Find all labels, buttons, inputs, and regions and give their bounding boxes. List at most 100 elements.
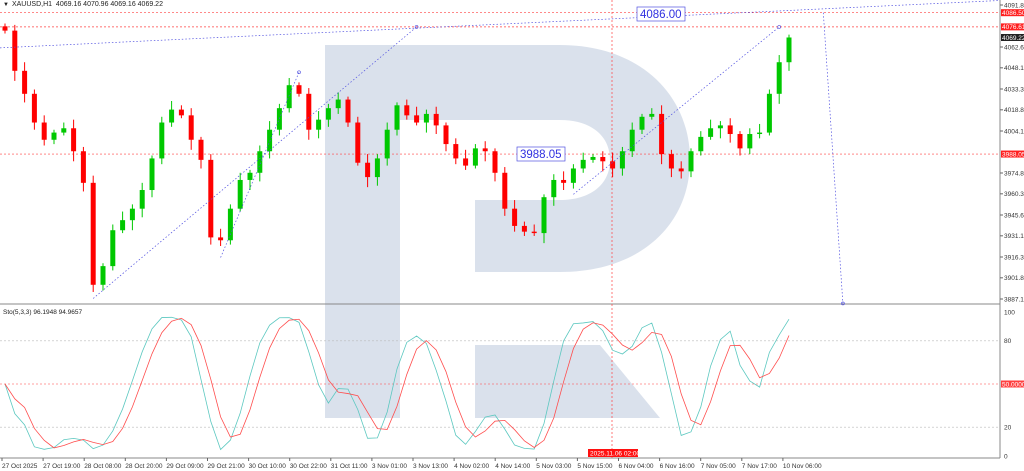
- bull-candle: [649, 113, 655, 117]
- stochastic-pane: [0, 316, 1000, 451]
- bear-candle: [443, 125, 449, 145]
- bear-candle: [306, 93, 312, 130]
- stoch-tick-label: 0: [1004, 453, 1008, 460]
- bull-candle: [227, 208, 233, 241]
- watermark-r-bowl: [325, 45, 690, 418]
- bull-candle: [286, 85, 292, 109]
- bull-candle: [757, 132, 763, 135]
- bear-candle: [355, 122, 361, 163]
- time-label: 29 Oct 21:00: [208, 463, 246, 470]
- annotation-3988-box: [516, 146, 566, 162]
- bear-candle: [12, 30, 18, 71]
- bull-candle: [639, 116, 645, 130]
- bear-candle: [737, 134, 743, 149]
- price-label: 4069.22: [1002, 35, 1024, 42]
- price-label: 4076.61: [1002, 24, 1024, 31]
- time-label: 6 Nov 04:00: [619, 463, 654, 470]
- bear-candle: [208, 159, 214, 238]
- bull-candle: [129, 208, 135, 221]
- trendline: [573, 26, 780, 195]
- stoch-tick-label: 80: [1004, 338, 1012, 345]
- bull-candle: [247, 172, 253, 180]
- bull-candle: [747, 134, 753, 149]
- time-label: 6 Nov 16:00: [660, 463, 695, 470]
- bear-candle: [188, 115, 194, 140]
- time-label: 27 Oct 19:00: [43, 463, 81, 470]
- bull-candle: [159, 122, 165, 159]
- bear-candle: [31, 93, 37, 123]
- bear-candle: [22, 70, 28, 94]
- bull-candle: [472, 148, 478, 166]
- price-tick-label: 4062.60: [1004, 44, 1024, 51]
- time-label: 4 Nov 14:00: [495, 463, 530, 470]
- time-label: 30 Oct 10:00: [249, 463, 287, 470]
- bull-candle: [766, 93, 772, 133]
- bear-candle: [80, 151, 86, 183]
- crosshair-time-bg: [588, 449, 638, 457]
- time-label: 7 Nov 17:00: [742, 463, 777, 470]
- bear-candle: [502, 172, 508, 209]
- bear-candle: [610, 161, 616, 169]
- bear-candle: [463, 158, 469, 166]
- price-tick-label: 4033.35: [1004, 86, 1024, 93]
- price-tick-label: 4091.85: [1004, 2, 1024, 9]
- bull-candle: [139, 190, 145, 209]
- trendline-anchor: [777, 25, 782, 29]
- time-label: 5 Nov 15:00: [577, 463, 612, 470]
- stoch-main-line: [4, 316, 790, 451]
- time-label: 27 Oct 2025: [2, 463, 38, 470]
- bull-candle: [708, 128, 714, 137]
- dropdown-triangle-icon[interactable]: ▼: [3, 2, 9, 8]
- time-label: 28 Oct 20:00: [125, 463, 163, 470]
- price-tick-label: 4018.85: [1004, 107, 1024, 114]
- bull-candle: [110, 230, 116, 267]
- bear-candle: [404, 105, 410, 116]
- bull-candle: [335, 99, 341, 109]
- stoch-level-label: 50.0000: [1002, 381, 1024, 388]
- bear-candle: [561, 179, 567, 183]
- bear-candle: [727, 125, 733, 135]
- bull-candle: [325, 108, 331, 120]
- bull-candle: [698, 136, 704, 152]
- bear-candle: [678, 168, 684, 172]
- stoch-tick-label: 100: [1004, 309, 1015, 316]
- time-label: 10 Nov 06:00: [783, 463, 822, 470]
- stoch-level-label-bg: [1001, 380, 1024, 388]
- crosshair-time-label: 2025.11.06 02:00: [590, 450, 641, 457]
- bull-candle: [580, 159, 586, 169]
- stoch-signal-line: [4, 317, 790, 449]
- time-label: 4 Nov 02:00: [454, 463, 489, 470]
- time-label: 29 Oct 09:00: [166, 463, 204, 470]
- bull-candle: [100, 266, 106, 285]
- bear-candle: [659, 113, 665, 155]
- bull-candle: [384, 129, 390, 159]
- price-tick-label: 3945.60: [1004, 212, 1024, 219]
- trendline-anchor: [414, 25, 419, 29]
- price-tick-label: 3916.35: [1004, 254, 1024, 261]
- bull-candle: [570, 168, 576, 183]
- watermark-logo: [325, 45, 690, 418]
- bull-candle: [619, 151, 625, 169]
- bear-candle: [41, 122, 47, 140]
- bear-candle: [218, 237, 224, 241]
- time-label: 31 Oct 11:00: [331, 463, 368, 470]
- trendlines: 4086.00 3988.05: [0, 0, 1001, 306]
- stochastic-label: Sto(5,3,3) 96.1948 94.9657: [3, 309, 83, 316]
- bull-candle: [61, 128, 67, 133]
- bull-candle: [551, 179, 557, 198]
- bear-candle: [433, 113, 439, 126]
- trendline-anchor: [841, 301, 845, 306]
- annotation-4086: 4086.00: [640, 9, 682, 21]
- trendline-anchor: [297, 70, 301, 75]
- symbol-label: XAUUSD,H1: [11, 1, 53, 8]
- bear-candle: [90, 182, 96, 285]
- price-tick-label: 3887.10: [1004, 296, 1024, 303]
- bull-candle: [51, 132, 57, 140]
- price-tick-label: 4004.10: [1004, 128, 1024, 135]
- bull-candle: [120, 220, 126, 231]
- bull-candle: [717, 125, 723, 129]
- bear-candle: [414, 115, 420, 123]
- bear-candle: [198, 139, 204, 160]
